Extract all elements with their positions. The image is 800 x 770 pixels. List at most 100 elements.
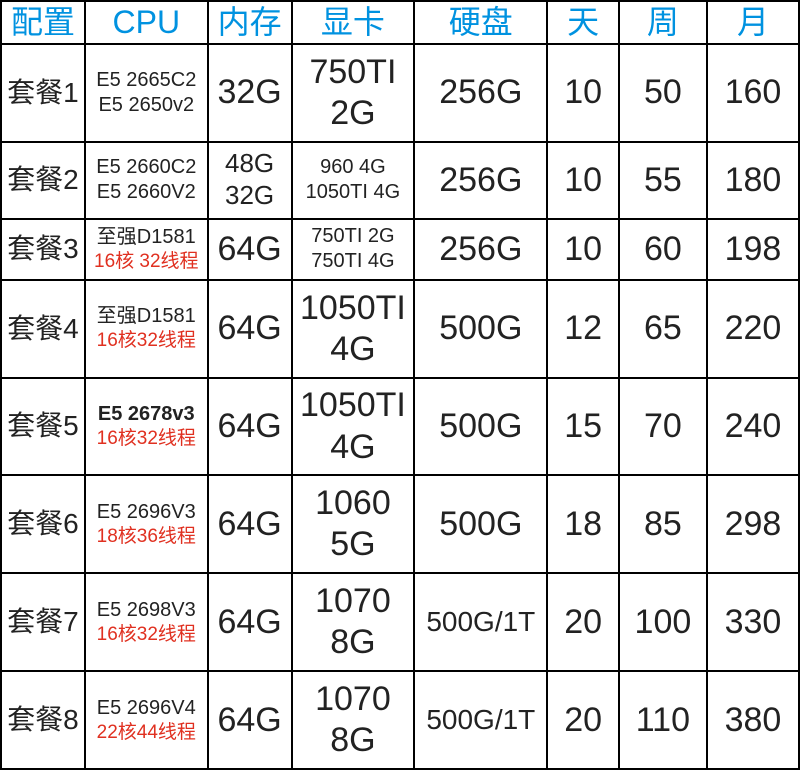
disk-cell: 500G/1T — [414, 573, 547, 671]
price-week: 55 — [619, 142, 707, 219]
gpu-line: 4G — [330, 428, 375, 467]
price-day: 10 — [547, 219, 619, 280]
gpu-line: 4G — [330, 330, 375, 369]
gpu-line: 960 4G — [320, 156, 386, 179]
row-label: 套餐1 — [1, 44, 85, 142]
cpu-cell: E5 2665C2E5 2650v2 — [85, 44, 208, 142]
col-header-6: 周 — [619, 1, 707, 44]
table-row: 套餐8E5 2696V422核44线程64G 10708G 500G/1T20110… — [1, 671, 799, 769]
gpu-line: 2G — [330, 94, 375, 133]
cpu-line: 至强D1581 — [97, 305, 196, 328]
row-label: 套餐3 — [1, 219, 85, 280]
price-month: 198 — [707, 219, 799, 280]
cpu-line: 至强D1581 — [97, 226, 196, 249]
memory-cell: 64G — [208, 280, 292, 378]
gpu-cell: 1050TI4G — [292, 378, 415, 476]
gpu-cell: 750TI2G — [292, 44, 415, 142]
memory-line: 64G — [217, 603, 281, 642]
price-week: 70 — [619, 378, 707, 476]
disk-cell: 500G/1T — [414, 671, 547, 769]
price-month: 160 — [707, 44, 799, 142]
memory-cell: 64G — [208, 219, 292, 280]
price-day: 15 — [547, 378, 619, 476]
disk-cell: 256G — [414, 44, 547, 142]
gpu-line: 8G — [330, 623, 375, 662]
table-row: 套餐7E5 2698V316核32线程64G 10708G 500G/1T20100… — [1, 573, 799, 671]
gpu-line: 750TI — [309, 53, 396, 92]
price-month: 220 — [707, 280, 799, 378]
cpu-spec-red: 16核32线程 — [97, 330, 196, 352]
table-row: 套餐1E5 2665C2E5 2650v232G750TI2G256G10501… — [1, 44, 799, 142]
cpu-line: E5 2665C2 — [96, 69, 196, 92]
cpu-spec-red: 16核32线程 — [97, 428, 196, 450]
price-day: 10 — [547, 44, 619, 142]
gpu-line: 1050TI — [300, 289, 406, 328]
cpu-cell: 至强D158116核32线程 — [85, 280, 208, 378]
gpu-line: 1070 — [315, 680, 391, 719]
price-day: 20 — [547, 573, 619, 671]
memory-cell: 64G — [208, 475, 292, 573]
gpu-cell: 960 4G1050TI 4G — [292, 142, 415, 219]
cpu-spec-red: 16核32线程 — [97, 624, 196, 646]
spec-table: 配置CPU内存显卡硬盘天周月 套餐1E5 2665C2E5 2650v232G7… — [0, 0, 800, 770]
cpu-line: E5 2650v2 — [98, 94, 194, 117]
gpu-line: 1070 — [315, 582, 391, 621]
row-label: 套餐2 — [1, 142, 85, 219]
gpu-line: 1050TI 4G — [306, 181, 401, 204]
memory-line: 64G — [217, 407, 281, 446]
row-label: 套餐6 — [1, 475, 85, 573]
cpu-spec-red: 18核36线程 — [97, 526, 196, 548]
gpu-line: 1050TI — [300, 386, 406, 425]
gpu-cell: 1050TI4G — [292, 280, 415, 378]
table-row: 套餐4至强D158116核32线程64G1050TI4G500G1265220 — [1, 280, 799, 378]
memory-cell: 64G — [208, 378, 292, 476]
col-header-4: 硬盘 — [414, 1, 547, 44]
cpu-cell: E5 2698V316核32线程 — [85, 573, 208, 671]
gpu-line: 750TI 2G — [311, 225, 394, 248]
price-day: 12 — [547, 280, 619, 378]
price-week: 50 — [619, 44, 707, 142]
disk-cell: 500G — [414, 378, 547, 476]
row-label: 套餐7 — [1, 573, 85, 671]
price-day: 20 — [547, 671, 619, 769]
cpu-cell: E5 2660C2E5 2660V2 — [85, 142, 208, 219]
disk-cell: 500G — [414, 475, 547, 573]
gpu-line: 8G — [330, 721, 375, 760]
col-header-0: 配置 — [1, 1, 85, 44]
cpu-line: E5 2660V2 — [97, 181, 196, 204]
col-header-1: CPU — [85, 1, 208, 44]
memory-cell: 64G — [208, 573, 292, 671]
price-week: 110 — [619, 671, 707, 769]
table-row: 套餐5E5 2678v316核32线程64G1050TI4G500G157024… — [1, 378, 799, 476]
table-header-row: 配置CPU内存显卡硬盘天周月 — [1, 1, 799, 44]
memory-line: 64G — [217, 505, 281, 544]
gpu-line: 1060 — [315, 484, 391, 523]
col-header-3: 显卡 — [292, 1, 415, 44]
col-header-7: 月 — [707, 1, 799, 44]
memory-cell: 64G — [208, 671, 292, 769]
price-week: 100 — [619, 573, 707, 671]
price-week: 85 — [619, 475, 707, 573]
memory-line: 32G — [217, 73, 281, 112]
memory-cell: 32G — [208, 44, 292, 142]
gpu-line: 750TI 4G — [311, 250, 394, 273]
price-month: 298 — [707, 475, 799, 573]
row-label: 套餐4 — [1, 280, 85, 378]
cpu-cell: E5 2696V422核44线程 — [85, 671, 208, 769]
memory-line: 64G — [217, 309, 281, 348]
gpu-line: 5G — [330, 525, 375, 564]
memory-line: 32G — [225, 181, 274, 211]
row-label: 套餐5 — [1, 378, 85, 476]
price-week: 60 — [619, 219, 707, 280]
cpu-cell: E5 2696V318核36线程 — [85, 475, 208, 573]
cpu-cell: E5 2678v316核32线程 — [85, 378, 208, 476]
price-day: 18 — [547, 475, 619, 573]
row-label: 套餐8 — [1, 671, 85, 769]
price-month: 380 — [707, 671, 799, 769]
table-row: 套餐6E5 2696V318核36线程64G10605G500G1885298 — [1, 475, 799, 573]
cpu-cell: 至强D158116核 32线程 — [85, 219, 208, 280]
disk-cell: 500G — [414, 280, 547, 378]
gpu-cell: 10605G — [292, 475, 415, 573]
disk-cell: 256G — [414, 219, 547, 280]
price-day: 10 — [547, 142, 619, 219]
